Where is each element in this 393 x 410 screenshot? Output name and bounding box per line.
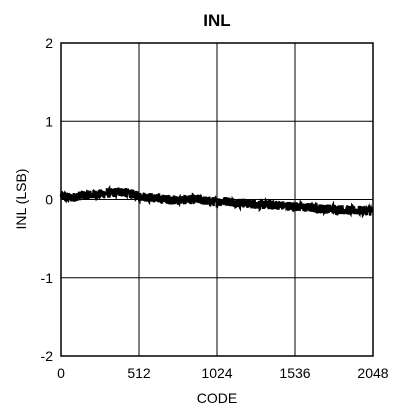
x-axis-label: CODE xyxy=(197,390,237,406)
y-tick-label: 1 xyxy=(45,113,53,129)
y-tick-label: -2 xyxy=(41,348,54,364)
x-tick-label: 2048 xyxy=(357,365,388,381)
data-layer xyxy=(59,184,374,219)
plot-frame xyxy=(60,42,374,357)
chart-title: INL xyxy=(203,11,230,30)
x-tick-label: 0 xyxy=(57,365,65,381)
x-tick-label: 1536 xyxy=(279,365,310,381)
tick-labels: 0 512 1024 1536 2048 2 1 0 -1 -2 xyxy=(41,35,389,381)
x-tick-label: 1024 xyxy=(201,365,232,381)
y-tick-label: 0 xyxy=(45,192,53,208)
y-tick-label: -1 xyxy=(41,270,54,286)
inl-series-line xyxy=(59,184,374,219)
x-tick-label: 512 xyxy=(127,365,151,381)
y-axis-label: INL (LSB) xyxy=(13,169,29,230)
y-tick-label: 2 xyxy=(45,35,53,51)
